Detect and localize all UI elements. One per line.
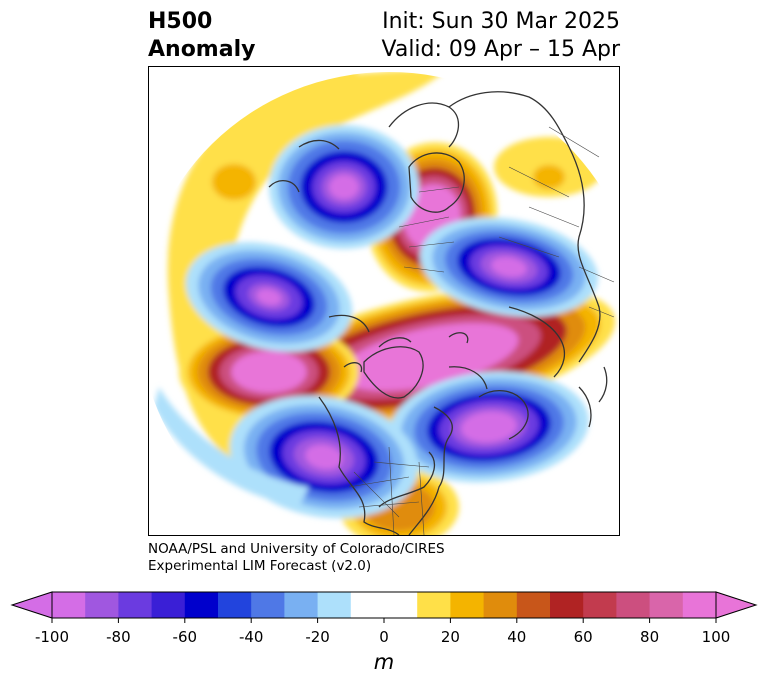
colorbar-tick-label: 100 bbox=[702, 628, 731, 646]
colorbar-tick-label: -80 bbox=[106, 628, 131, 646]
border-line bbox=[398, 186, 460, 273]
map-title-variable: H500 bbox=[148, 9, 213, 34]
negative-anomaly-south-arc bbox=[154, 387, 309, 507]
border-line bbox=[348, 446, 430, 535]
negative-anomaly-north bbox=[329, 174, 359, 200]
coastline bbox=[568, 146, 601, 363]
negative-anomaly-west bbox=[256, 288, 282, 306]
coastline bbox=[363, 346, 424, 399]
positive-anomaly-northeast-core bbox=[533, 165, 565, 189]
coastline bbox=[343, 332, 469, 373]
colorbar-segment bbox=[118, 592, 153, 618]
colorbar-tick-label: -60 bbox=[173, 628, 198, 646]
colorbar-unit: m bbox=[374, 650, 394, 674]
colorbar-tick-label: 20 bbox=[441, 628, 460, 646]
colorbar-segments bbox=[10, 591, 758, 619]
colorbar-segment bbox=[350, 592, 385, 618]
border-line bbox=[498, 126, 600, 258]
colorbar-segment bbox=[483, 592, 518, 618]
valid-period: Valid: 09 Apr – 15 Apr bbox=[381, 37, 621, 62]
colorbar-segment bbox=[682, 592, 717, 618]
colorbar-segment bbox=[218, 592, 252, 618]
map-title-field: Anomaly bbox=[148, 37, 256, 62]
coastline bbox=[508, 306, 566, 378]
colorbar-segment bbox=[616, 592, 651, 618]
coastline bbox=[408, 152, 465, 213]
colorbar-segment bbox=[417, 592, 451, 618]
colorbar-extend-low bbox=[10, 591, 53, 619]
colorbar: -100 -80 -60 -40 -20 0 20 40 60 80 100 m bbox=[10, 591, 758, 674]
coastline bbox=[478, 390, 529, 440]
credit-line-2: Experimental LIM Forecast (v2.0) bbox=[148, 558, 372, 574]
anomaly-map bbox=[148, 66, 620, 536]
colorbar-segment bbox=[284, 592, 319, 618]
positive-anomaly-west-lobe bbox=[231, 351, 307, 393]
coastline bbox=[318, 396, 453, 535]
coastline bbox=[578, 366, 608, 428]
anomaly-map-canvas bbox=[154, 72, 616, 535]
forecast-dates: Init: Sun 30 Mar 2025 Valid: 09 Apr – 15… bbox=[382, 8, 621, 64]
coastlines-and-borders bbox=[268, 91, 615, 535]
credit-text: NOAA/PSL and University of Colorado/CIRE… bbox=[148, 541, 445, 575]
border-line bbox=[353, 266, 615, 535]
colorbar-tick-label: -20 bbox=[305, 628, 330, 646]
colorbar-tick-label: 40 bbox=[507, 628, 526, 646]
colorbar-tick-label: 0 bbox=[379, 628, 389, 646]
coastline bbox=[378, 451, 436, 508]
political-borders bbox=[348, 126, 615, 535]
coastline bbox=[328, 314, 488, 390]
colorbar-segment bbox=[85, 592, 119, 618]
colorbar-segment bbox=[583, 592, 617, 618]
colorbar-extend-high bbox=[715, 591, 758, 619]
colorbar-segment bbox=[52, 592, 86, 618]
coastline bbox=[268, 139, 340, 193]
negative-anomaly-east bbox=[491, 257, 527, 277]
colorbar-ticks: -100 -80 -60 -40 -20 0 20 40 60 80 100 bbox=[35, 618, 730, 646]
positive-anomaly-central-band bbox=[339, 323, 519, 391]
colorbar-segment bbox=[516, 592, 551, 618]
colorbar-segment bbox=[450, 592, 485, 618]
coastline bbox=[448, 91, 570, 148]
anomaly-contours bbox=[154, 72, 616, 535]
colorbar-tick-label: 60 bbox=[574, 628, 593, 646]
negative-anomaly-southeast bbox=[461, 411, 517, 443]
colorbar-segment bbox=[184, 592, 219, 618]
credit-line-1: NOAA/PSL and University of Colorado/CIRE… bbox=[148, 541, 445, 557]
colorbar-segment bbox=[384, 592, 418, 618]
init-date: Init: Sun 30 Mar 2025 bbox=[382, 9, 620, 34]
colorbar-tick-label: 80 bbox=[640, 628, 659, 646]
colorbar-segment bbox=[151, 592, 186, 618]
coastline bbox=[388, 102, 460, 148]
colorbar-segment bbox=[317, 592, 352, 618]
colorbar-segment bbox=[251, 592, 285, 618]
negative-anomaly-southwest bbox=[305, 444, 343, 470]
positive-anomaly-west-core bbox=[212, 164, 256, 200]
colorbar-segment bbox=[649, 592, 684, 618]
colorbar-tick-label: -40 bbox=[239, 628, 264, 646]
colorbar-tick-label: -100 bbox=[35, 628, 69, 646]
map-title: H500 Anomaly bbox=[148, 8, 255, 64]
colorbar-segment bbox=[550, 592, 584, 618]
